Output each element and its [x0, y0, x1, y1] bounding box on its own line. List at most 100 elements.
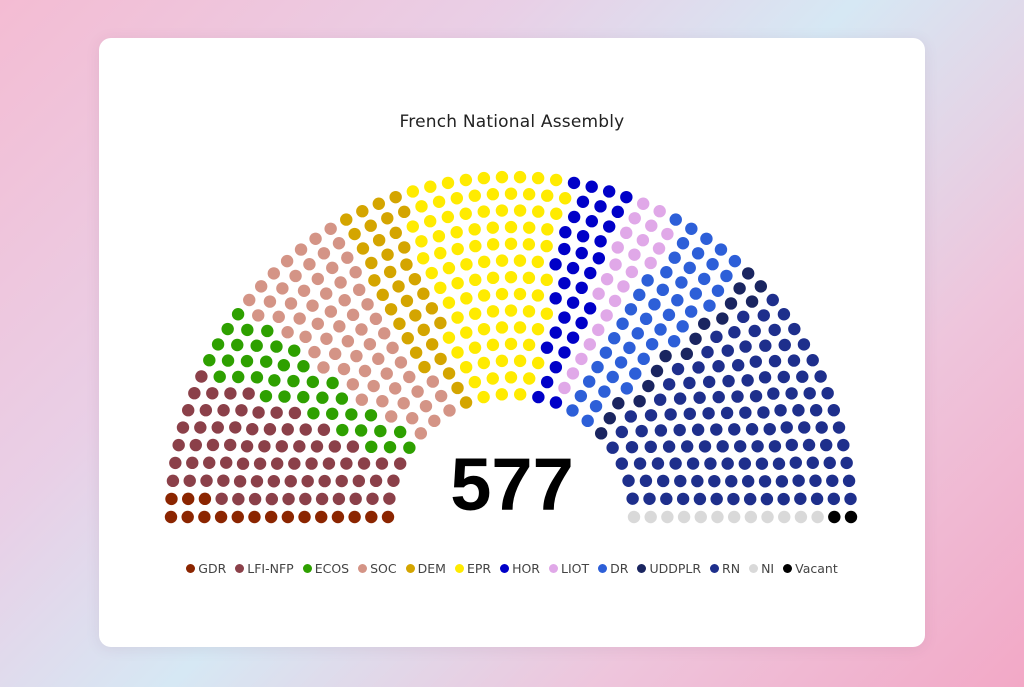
seat-soc[interactable] [334, 276, 347, 289]
seat-rn[interactable] [721, 457, 734, 470]
seat-lfi-nfp[interactable] [224, 387, 237, 400]
seat-hor[interactable] [602, 185, 616, 198]
seat-soc[interactable] [284, 297, 298, 310]
seat-soc[interactable] [272, 310, 285, 324]
seat-ecos[interactable] [335, 392, 349, 405]
seat-rn[interactable] [802, 438, 816, 452]
seat-hor[interactable] [594, 200, 607, 213]
seat-epr[interactable] [468, 375, 482, 389]
seat-dem[interactable] [398, 241, 411, 254]
seat-hor[interactable] [558, 242, 571, 256]
seat-dem[interactable] [340, 213, 353, 226]
seat-lfi-nfp[interactable] [172, 438, 185, 452]
seat-ecos[interactable] [232, 370, 245, 384]
seat-epr[interactable] [495, 254, 509, 267]
seat-epr[interactable] [460, 258, 473, 271]
seat-soc[interactable] [406, 412, 419, 425]
seat-epr[interactable] [523, 221, 536, 234]
seat-liot[interactable] [575, 352, 588, 366]
seat-epr[interactable] [486, 238, 500, 251]
seat-soc[interactable] [306, 299, 319, 312]
seat-rn[interactable] [702, 407, 715, 420]
seat-epr[interactable] [424, 180, 437, 193]
seat-gdr[interactable] [365, 510, 378, 524]
legend-item-vacant[interactable]: Vacant [783, 561, 838, 576]
seat-rn[interactable] [751, 440, 764, 453]
seat-dem[interactable] [356, 205, 369, 218]
seat-epr[interactable] [541, 223, 554, 236]
seat-soc[interactable] [254, 280, 268, 293]
seat-rn[interactable] [827, 492, 840, 506]
seat-dr[interactable] [660, 266, 673, 279]
seat-epr[interactable] [434, 246, 447, 260]
seat-rn[interactable] [766, 293, 779, 307]
seat-rn[interactable] [803, 387, 816, 400]
seat-lfi-nfp[interactable] [369, 474, 383, 488]
seat-lfi-nfp[interactable] [282, 492, 295, 506]
seat-dr[interactable] [582, 375, 596, 388]
seat-dr[interactable] [669, 213, 682, 226]
seat-rn[interactable] [745, 423, 759, 436]
seat-rn[interactable] [741, 475, 755, 488]
seat-soc[interactable] [263, 295, 277, 308]
seat-dem[interactable] [392, 280, 405, 293]
seat-lfi-nfp[interactable] [203, 456, 216, 469]
seat-rn[interactable] [728, 423, 741, 436]
legend-item-uddplr[interactable]: UDDPLR [637, 561, 701, 576]
seat-ecos[interactable] [365, 440, 378, 454]
seat-soc[interactable] [443, 404, 456, 417]
seat-dem[interactable] [434, 316, 447, 330]
seat-soc[interactable] [428, 414, 441, 428]
seat-soc[interactable] [378, 327, 391, 340]
seat-epr[interactable] [486, 188, 500, 201]
seat-vacant[interactable] [828, 510, 841, 524]
seat-soc[interactable] [320, 332, 333, 345]
seat-soc[interactable] [411, 385, 424, 398]
seat-dr[interactable] [581, 414, 594, 428]
seat-epr[interactable] [558, 192, 572, 205]
seat-rn[interactable] [710, 330, 723, 344]
seat-lfi-nfp[interactable] [206, 438, 220, 452]
seat-soc[interactable] [358, 364, 372, 378]
seat-epr[interactable] [477, 255, 491, 269]
seat-hor[interactable] [576, 195, 590, 208]
legend-item-rn[interactable]: RN [710, 561, 740, 576]
seat-soc[interactable] [311, 272, 325, 286]
seat-epr[interactable] [468, 307, 482, 320]
seat-dem[interactable] [364, 219, 377, 232]
seat-epr[interactable] [531, 289, 545, 302]
seat-rn[interactable] [731, 390, 744, 403]
seat-dr[interactable] [608, 332, 621, 345]
seat-epr[interactable] [423, 215, 437, 228]
seat-epr[interactable] [442, 331, 456, 344]
seat-epr[interactable] [486, 271, 500, 285]
seat-epr[interactable] [451, 346, 464, 359]
seat-epr[interactable] [495, 354, 509, 368]
seat-dem[interactable] [389, 190, 402, 204]
seat-rn[interactable] [755, 457, 769, 470]
seat-ni[interactable] [677, 510, 691, 524]
seat-lfi-nfp[interactable] [186, 456, 199, 470]
seat-rn[interactable] [716, 440, 729, 453]
seat-ecos[interactable] [241, 323, 254, 337]
seat-rn[interactable] [731, 359, 745, 372]
seat-epr[interactable] [504, 337, 518, 351]
seat-rn[interactable] [673, 392, 687, 405]
seat-lfi-nfp[interactable] [229, 421, 242, 434]
seat-rn[interactable] [615, 425, 629, 439]
seat-soc[interactable] [243, 293, 256, 307]
seat-dr[interactable] [624, 303, 638, 316]
seat-liot[interactable] [592, 287, 605, 300]
seat-rn[interactable] [837, 438, 850, 452]
seat-epr[interactable] [451, 311, 464, 324]
seat-dem[interactable] [400, 258, 413, 271]
seat-dr[interactable] [654, 323, 667, 336]
seat-dem[interactable] [408, 272, 422, 286]
seat-epr[interactable] [468, 223, 481, 236]
seat-rn[interactable] [777, 308, 791, 321]
seat-soc[interactable] [386, 341, 399, 355]
seat-dem[interactable] [376, 288, 389, 302]
seat-liot[interactable] [600, 309, 613, 322]
seat-rn[interactable] [798, 421, 811, 434]
seat-uddplr[interactable] [680, 347, 694, 361]
